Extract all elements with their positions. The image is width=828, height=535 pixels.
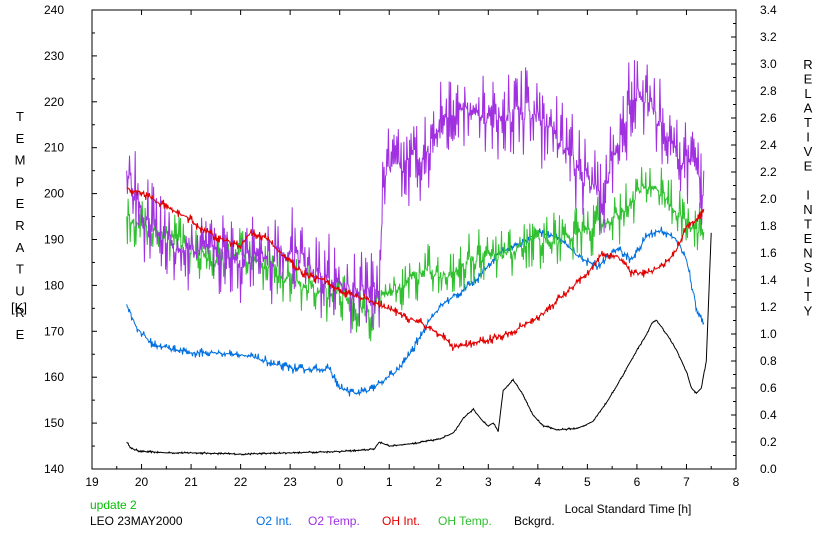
- axis-label-letter: L: [804, 86, 811, 101]
- x-tick-label: 20: [135, 475, 149, 489]
- y-right-tick-label: 1.6: [760, 246, 777, 260]
- y-right-tick-label: 0.4: [760, 408, 777, 422]
- x-tick-label: 19: [85, 475, 99, 489]
- y-left-tick-label: 220: [44, 95, 64, 109]
- y-left-tick-label: 210: [44, 141, 64, 155]
- axis-label-letter: R: [15, 305, 24, 320]
- y-right-tick-label: 3.2: [760, 30, 777, 44]
- legend: O2 Int. O2 Temp. OH Int. OH Temp. Bckgrd.: [256, 514, 555, 528]
- axis-label-letter: T: [16, 109, 24, 124]
- y-right-tick-label: 3.0: [760, 57, 777, 71]
- y-left-tick-label: 160: [44, 370, 64, 384]
- series-line-oh-temp: [126, 167, 705, 342]
- y-right-tick-label: 1.8: [760, 219, 777, 233]
- axis-label-letter: E: [16, 196, 25, 211]
- y-right-tick-label: 3.4: [760, 3, 777, 17]
- y-left-tick-label: 240: [44, 3, 64, 17]
- x-tick-label: 1: [386, 475, 393, 489]
- axis-label-letter: N: [803, 246, 812, 261]
- axis-label-letter: R: [803, 57, 812, 72]
- axis-label-letter: T: [16, 262, 24, 277]
- y-right-tick-label: 0.8: [760, 354, 777, 368]
- x-axis-label: Local Standard Time [h]: [565, 502, 692, 516]
- y-right-tick-label: 2.6: [760, 111, 777, 125]
- legend-entry: Bckgrd.: [514, 514, 555, 528]
- axis-label-letter: P: [16, 174, 25, 189]
- y-left-tick-label: 170: [44, 324, 64, 338]
- axis-label-letter: V: [804, 144, 813, 159]
- y-left-tick-label: 230: [44, 49, 64, 63]
- axis-label-letter: U: [15, 283, 24, 298]
- y-left-tick-label: 180: [44, 278, 64, 292]
- left-axis-unit: [K]: [11, 300, 27, 315]
- axis-label-letter: N: [803, 202, 812, 217]
- notes: update 2 LEO 23MAY2000: [90, 498, 183, 528]
- axis-label-letter: M: [15, 153, 26, 168]
- axis-label-letter: E: [804, 231, 813, 246]
- y-right-tick-label: 0.6: [760, 381, 777, 395]
- axis-label-letter: E: [804, 72, 813, 87]
- axis-label-letter: I: [806, 275, 810, 290]
- note-text: update 2: [90, 498, 137, 512]
- axis-label-letter: T: [804, 289, 812, 304]
- series-line-bckgrd: [126, 232, 712, 456]
- x-tick-label: 5: [584, 475, 591, 489]
- axis-label-letter: A: [16, 240, 25, 255]
- axis-label-letter: A: [804, 101, 813, 116]
- axis-ticks: 19 20 21 22 23 0 1 2 3 4 5 6 7 8140150160170180190200…: [44, 3, 777, 489]
- x-tick-label: 22: [234, 475, 248, 489]
- y-left-tick-label: 150: [44, 416, 64, 430]
- axis-label-letter: I: [806, 130, 810, 145]
- axis-label-letter: I: [806, 188, 810, 203]
- axis-label-letter: R: [15, 218, 24, 233]
- x-tick-label: 4: [535, 475, 542, 489]
- x-tick-label: 2: [435, 475, 442, 489]
- x-tick-label: 21: [184, 475, 198, 489]
- y-right-tick-label: 0.0: [760, 462, 777, 476]
- series-line-oh-int: [126, 187, 705, 352]
- x-tick-label: 23: [283, 475, 297, 489]
- y-left-tick-label: 200: [44, 187, 64, 201]
- x-tick-label: 7: [683, 475, 690, 489]
- series-layer: [126, 60, 712, 456]
- y-right-tick-label: 2.2: [760, 165, 777, 179]
- axis-label-letter: S: [804, 260, 813, 275]
- note-text: LEO 23MAY2000: [90, 514, 183, 528]
- axis-label-letter: Y: [804, 304, 813, 319]
- y-right-tick-label: 2.8: [760, 84, 777, 98]
- axis-label-letter: E: [16, 131, 25, 146]
- x-tick-label: 0: [336, 475, 343, 489]
- axis-label-letter: E: [16, 327, 25, 342]
- legend-entry: O2 Int.: [256, 514, 292, 528]
- legend-entry: OH Temp.: [438, 514, 492, 528]
- y-right-tick-label: 1.0: [760, 327, 777, 341]
- x-tick-label: 8: [733, 475, 740, 489]
- series-line-o2-temp: [126, 60, 705, 334]
- y-right-tick-label: 0.2: [760, 435, 777, 449]
- axis-label-letter: T: [804, 217, 812, 232]
- x-tick-label: 6: [634, 475, 641, 489]
- y-right-tick-label: 1.2: [760, 300, 777, 314]
- x-tick-label: 3: [485, 475, 492, 489]
- y-right-tick-label: 1.4: [760, 273, 777, 287]
- y-right-tick-label: 2.0: [760, 192, 777, 206]
- axis-label-letter: T: [804, 115, 812, 130]
- legend-entry: OH Int.: [382, 514, 420, 528]
- axis-label-letter: E: [804, 159, 813, 174]
- y-left-tick-label: 190: [44, 233, 64, 247]
- y-right-tick-label: 2.4: [760, 138, 777, 152]
- legend-entry: O2 Temp.: [308, 514, 360, 528]
- y-left-tick-label: 140: [44, 462, 64, 476]
